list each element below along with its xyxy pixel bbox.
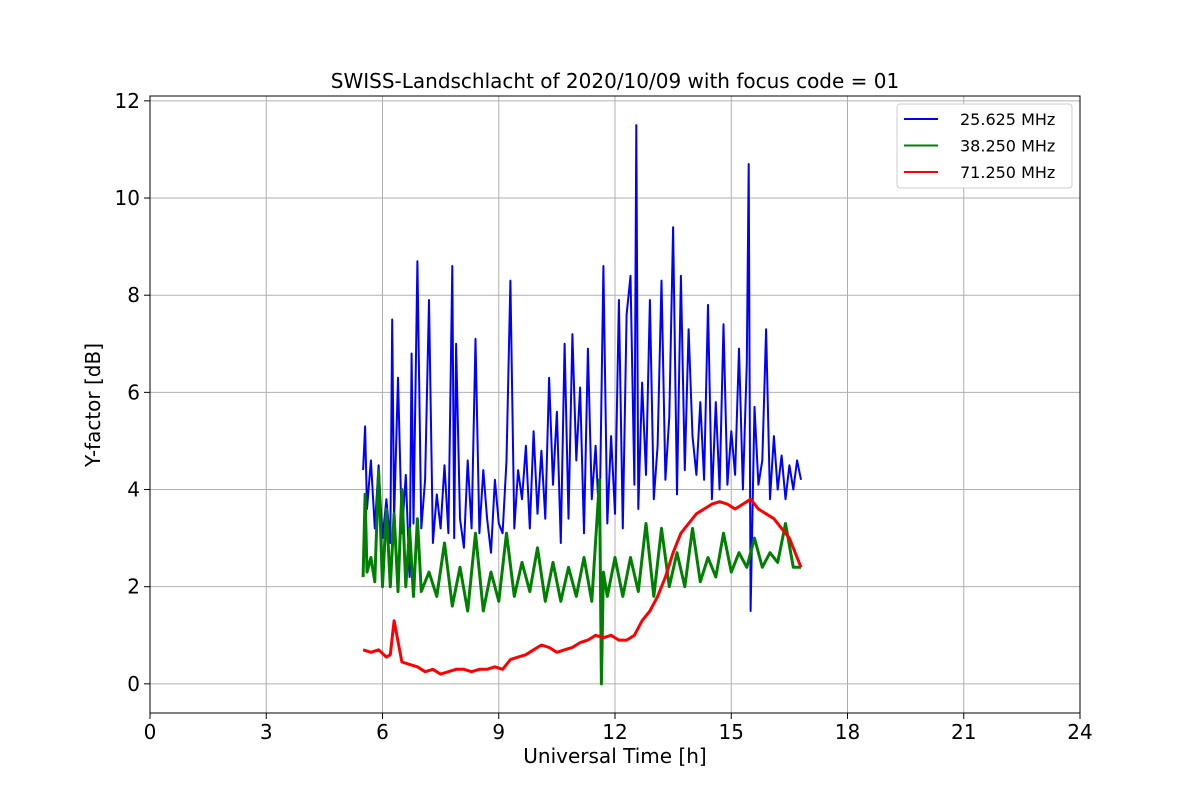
series-line-2 <box>361 468 801 686</box>
chart-title: SWISS-Landschlacht of 2020/10/09 with fo… <box>331 69 899 93</box>
legend: 25.625 MHz 38.250 MHz 71.250 MHz <box>896 103 1073 189</box>
x-tick-label: 3 <box>260 720 273 744</box>
legend-label-3: 71.250 MHz <box>960 163 1055 182</box>
y-tick-label: 2 <box>127 575 140 599</box>
series-line-3 <box>362 497 803 676</box>
x-tick-label: 9 <box>492 720 505 744</box>
y-tick-label: 0 <box>127 672 140 696</box>
plot-series <box>361 124 803 686</box>
x-axis-label: Universal Time [h] <box>523 744 706 768</box>
legend-box <box>896 103 1073 189</box>
y-tick-label: 8 <box>127 283 140 307</box>
x-tick-label: 6 <box>376 720 389 744</box>
legend-label-2: 38.250 MHz <box>960 137 1055 156</box>
y-tick-label: 6 <box>127 380 140 404</box>
y-tick-label: 10 <box>115 186 140 210</box>
x-tick-label: 12 <box>602 720 627 744</box>
legend-label-1: 25.625 MHz <box>960 110 1055 129</box>
x-tick-label: 15 <box>719 720 744 744</box>
series-line-1 <box>362 124 802 612</box>
x-tick-label: 18 <box>835 720 860 744</box>
y-tick-label: 4 <box>127 478 140 502</box>
x-tick-label: 24 <box>1067 720 1092 744</box>
y-axis-label: Y-factor [dB] <box>81 343 105 468</box>
x-tick-label: 0 <box>144 720 157 744</box>
x-tick-label: 21 <box>951 720 976 744</box>
y-tick-label: 12 <box>115 89 140 113</box>
